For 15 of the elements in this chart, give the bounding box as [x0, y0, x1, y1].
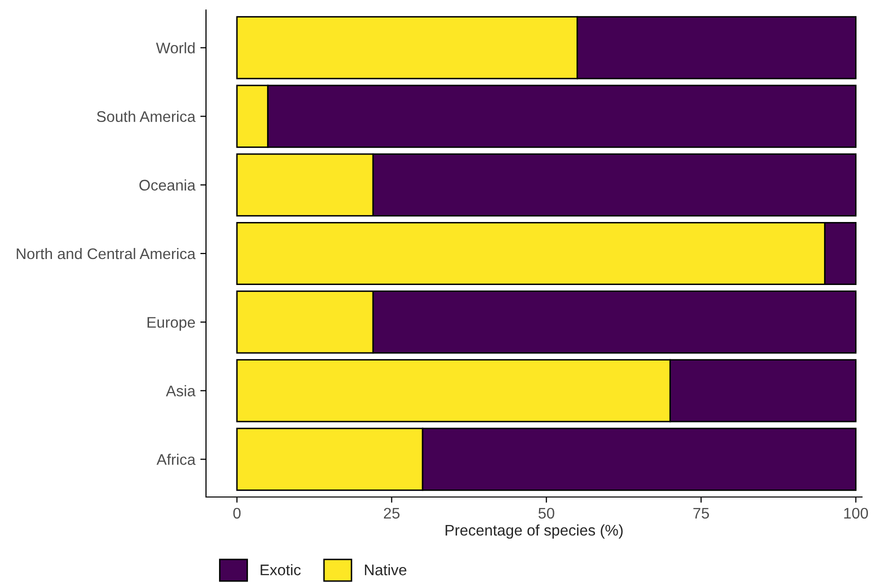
y-tick-label: Africa — [156, 454, 196, 465]
legend-label: Native — [364, 564, 406, 576]
x-tick-label: 100 — [844, 508, 868, 519]
x-axis-title: Precentage of species (%) — [446, 524, 623, 539]
x-tick-label: 0 — [233, 508, 241, 519]
x-tick-label: 50 — [538, 508, 554, 519]
legend-label: Exotic — [260, 564, 301, 576]
x-tick-label: 25 — [384, 508, 400, 519]
y-tick-label: North and Central America — [16, 248, 196, 260]
y-tick-label: Oceania — [139, 179, 196, 191]
y-tick-label: World — [156, 42, 195, 54]
x-tick-label: 75 — [693, 508, 709, 519]
y-tick-label: Asia — [166, 385, 196, 396]
y-tick-label: South America — [96, 110, 196, 122]
y-tick-label: Europe — [148, 317, 195, 331]
